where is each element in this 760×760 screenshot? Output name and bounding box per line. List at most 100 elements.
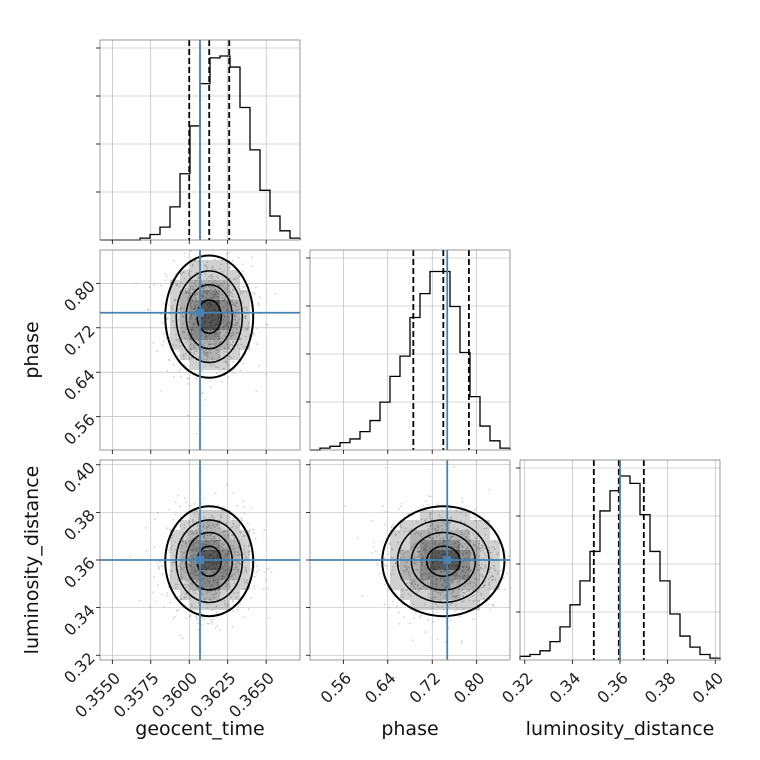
scatter-point xyxy=(461,533,463,536)
scatter-point xyxy=(210,285,213,288)
scatter-point xyxy=(246,328,249,331)
density-cell xyxy=(220,360,230,370)
scatter-point xyxy=(243,534,246,537)
scatter-point xyxy=(468,539,471,542)
scatter-point xyxy=(453,594,456,597)
scatter-point xyxy=(384,466,387,469)
scatter-point xyxy=(482,546,484,548)
scatter-point xyxy=(204,264,206,267)
scatter-point xyxy=(250,256,253,259)
scatter-point xyxy=(195,531,198,534)
scatter-point xyxy=(171,564,174,567)
scatter-point xyxy=(208,599,211,602)
scatter-point xyxy=(416,556,419,559)
scatter-point xyxy=(463,600,465,602)
scatter-point xyxy=(459,589,462,592)
scatter-point xyxy=(497,571,499,573)
scatter-point xyxy=(229,277,231,280)
scatter-point xyxy=(454,573,456,576)
scatter-point xyxy=(253,585,256,587)
scatter-point xyxy=(444,585,447,587)
density-cell xyxy=(220,260,230,270)
scatter-point xyxy=(252,291,254,294)
scatter-point xyxy=(187,296,190,299)
scatter-point xyxy=(243,548,246,551)
scatter-point xyxy=(244,566,247,569)
scatter-point xyxy=(185,291,188,293)
scatter-point xyxy=(208,525,211,527)
scatter-point xyxy=(190,270,193,273)
scatter-point xyxy=(226,301,229,304)
scatter-point xyxy=(233,582,236,584)
scatter-point xyxy=(240,517,243,520)
scatter-point xyxy=(208,582,210,584)
scatter-point xyxy=(228,303,230,306)
scatter-point xyxy=(203,287,206,289)
scatter-point xyxy=(233,371,235,374)
scatter-point xyxy=(221,550,224,553)
scatter-point xyxy=(494,540,496,543)
panel-2-2: 0.32 0.34 0.36 0.38 0.40 xyxy=(498,459,727,707)
scatter-point xyxy=(227,554,230,557)
scatter-point xyxy=(171,308,174,311)
scatter-point xyxy=(245,335,247,338)
scatter-point xyxy=(204,539,207,542)
scatter-point xyxy=(168,551,171,554)
scatter-point xyxy=(413,544,416,546)
scatter-point xyxy=(403,552,406,554)
scatter-point xyxy=(184,583,187,586)
scatter-point xyxy=(434,528,437,531)
scatter-point xyxy=(195,579,198,582)
scatter-point xyxy=(232,334,235,336)
scatter-point xyxy=(193,288,196,291)
scatter-point xyxy=(197,329,200,332)
scatter-point xyxy=(238,325,241,328)
scatter-point xyxy=(206,354,209,357)
scatter-point xyxy=(217,295,219,298)
scatter-point xyxy=(235,525,237,528)
scatter-point xyxy=(192,521,195,524)
scatter-point xyxy=(214,344,217,347)
scatter-point xyxy=(407,513,410,515)
scatter-point xyxy=(384,563,387,566)
scatter-point xyxy=(243,545,246,547)
scatter-point xyxy=(461,640,463,642)
density-cell xyxy=(460,600,470,610)
scatter-point xyxy=(413,543,416,545)
scatter-point xyxy=(442,609,445,612)
scatter-point xyxy=(193,282,196,285)
scatter-point xyxy=(435,535,438,538)
scatter-point xyxy=(197,574,200,577)
scatter-point xyxy=(461,576,464,579)
scatter-point xyxy=(179,505,182,508)
scatter-point xyxy=(384,557,386,560)
scatter-point xyxy=(214,589,217,592)
scatter-point xyxy=(167,317,170,320)
scatter-point xyxy=(210,274,212,277)
scatter-point xyxy=(208,580,211,583)
scatter-point xyxy=(432,620,435,623)
scatter-point xyxy=(177,304,180,306)
scatter-point xyxy=(188,268,191,271)
scatter-point xyxy=(220,513,223,516)
scatter-point xyxy=(223,350,225,353)
scatter-point xyxy=(462,591,465,594)
scatter-point xyxy=(236,505,239,507)
scatter-point xyxy=(422,542,425,545)
scatter-point xyxy=(200,543,203,546)
density-cell xyxy=(180,570,190,580)
scatter-point xyxy=(215,352,218,354)
scatter-point xyxy=(170,548,173,551)
scatter-point xyxy=(220,308,223,311)
scatter-point xyxy=(197,339,200,342)
scatter-point xyxy=(243,306,246,309)
scatter-point xyxy=(391,526,393,529)
scatter-point xyxy=(223,297,226,300)
scatter-point xyxy=(428,574,431,577)
scatter-point xyxy=(194,279,197,282)
scatter-point xyxy=(210,538,213,540)
scatter-point xyxy=(215,366,217,369)
scatter-point xyxy=(448,533,451,536)
scatter-point xyxy=(421,588,423,590)
scatter-point xyxy=(440,570,442,573)
